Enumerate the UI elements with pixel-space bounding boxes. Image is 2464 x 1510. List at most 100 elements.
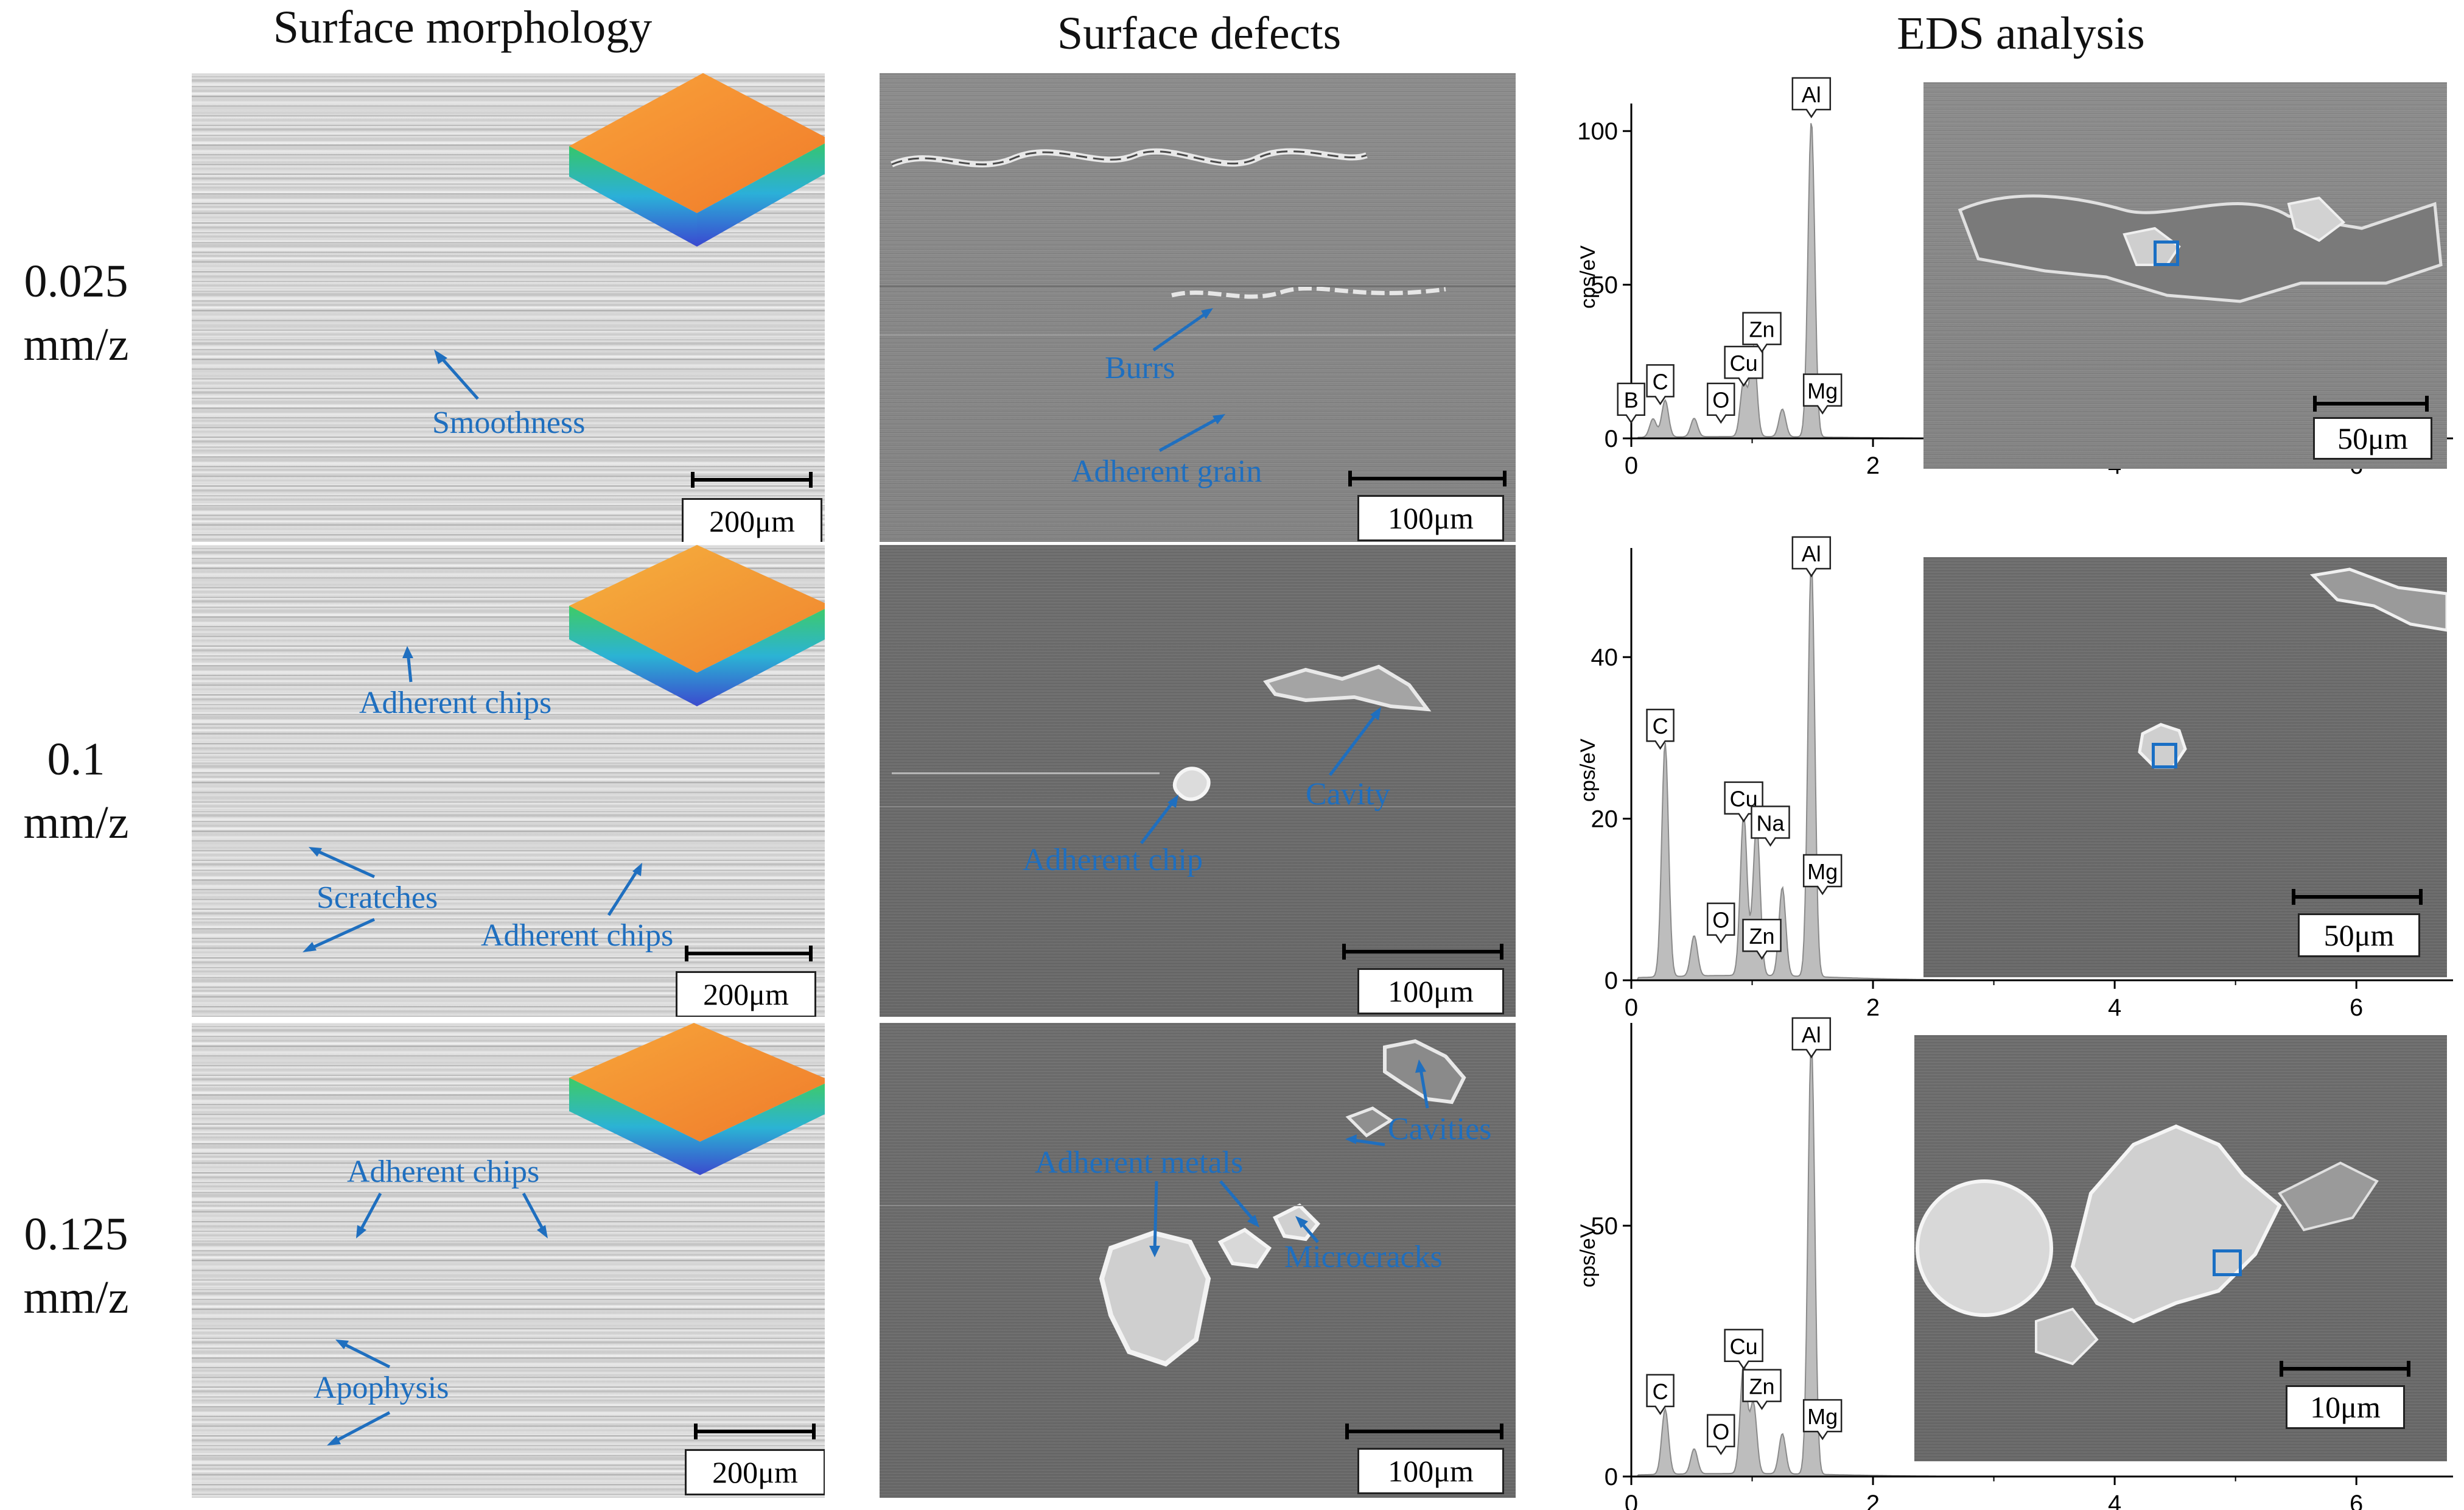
y-tick-label: 40 <box>1591 644 1619 671</box>
svg-text:Mg: Mg <box>1807 859 1838 884</box>
y-tick-label: 50 <box>1591 1213 1619 1240</box>
element-label-zn: Zn <box>1742 918 1782 960</box>
svg-text:Zn: Zn <box>1749 924 1775 949</box>
arrow-icon <box>1149 1059 1429 1257</box>
annotation-adherent-chips-2: Adherent chips <box>481 918 674 953</box>
y-axis-label: cps/eV <box>1577 739 1600 802</box>
feed-unit: mm/z <box>23 319 129 370</box>
x-tick-label: 0 <box>1625 452 1638 479</box>
3d-surface-thumbnail <box>569 1023 825 1175</box>
arrow-icon <box>434 349 479 400</box>
annotation-adherent-grain: Adherent grain <box>1071 454 1262 489</box>
morphology-panel-3: Adherent chips Apophysis 200μm <box>192 1023 825 1498</box>
element-label-zn: Zn <box>1742 312 1782 353</box>
svg-text:Mg: Mg <box>1807 1404 1838 1429</box>
scale-label: 200μm <box>676 971 816 1017</box>
defect-panel-2: Cavity Adherent chip 100μm <box>880 545 1516 1017</box>
scale-label: 50μm <box>2298 913 2420 957</box>
svg-text:C: C <box>1653 1379 1668 1404</box>
x-tick-label: 2 <box>1866 452 1880 479</box>
element-label-mg: Mg <box>1802 373 1843 415</box>
morphology-panel-1: Smoothness 200μm <box>192 73 825 542</box>
annotation-adherent-chips: Adherent chips <box>359 686 552 720</box>
3d-surface-thumbnail <box>569 73 825 247</box>
arrow-icon <box>327 1192 548 1445</box>
x-tick-label: 4 <box>2108 994 2121 1017</box>
scale-label: 100μm <box>1357 1448 1504 1494</box>
sem-features <box>880 148 1516 335</box>
scale-label: 50μm <box>2313 417 2432 460</box>
y-axis-label: cps/eV <box>1577 245 1600 309</box>
element-label-o: O <box>1706 382 1735 424</box>
x-tick-label: 0 <box>1625 994 1638 1017</box>
y-axis-label: cps/eV <box>1577 1224 1600 1287</box>
x-tick-label: 4 <box>2108 1491 2121 1510</box>
element-label-cu: Cu <box>1724 1329 1763 1371</box>
x-tick-label: 2 <box>1866 1491 1880 1510</box>
y-tick-label: 20 <box>1591 806 1619 833</box>
scale-label: 200μm <box>682 498 822 542</box>
sem-features <box>2138 567 2447 769</box>
svg-text:Cu: Cu <box>1730 1334 1758 1359</box>
element-label-b: B <box>1617 382 1645 424</box>
svg-text:B: B <box>1624 388 1639 413</box>
eds-inset-3: 10μm <box>1914 1035 2447 1461</box>
row-label-2: 0.1 mm/z <box>0 728 167 854</box>
row-label-3: 0.125 mm/z <box>0 1203 167 1329</box>
column-title-eds: EDS analysis <box>1897 8 2145 59</box>
element-label-c: C <box>1646 708 1675 750</box>
annotation-burrs: Burrs <box>1105 351 1175 385</box>
annotation-smoothness: Smoothness <box>432 406 586 440</box>
svg-text:Mg: Mg <box>1807 379 1838 404</box>
element-label-zn: Zn <box>1742 1369 1782 1410</box>
annotation-cavity: Cavity <box>1306 777 1390 812</box>
column-title-defects: Surface defects <box>1057 8 1342 59</box>
y-tick-label: 0 <box>1605 426 1618 452</box>
element-label-c: C <box>1646 1374 1675 1416</box>
sem-features <box>880 664 1516 807</box>
scale-label: 100μm <box>1357 495 1504 541</box>
eds-inset-2: 50μm <box>1923 557 2447 977</box>
element-label-na: Na <box>1751 806 1790 847</box>
element-label-o: O <box>1706 902 1735 944</box>
defect-panel-3: Cavities Adherent metals Microcracks 100… <box>880 1023 1516 1498</box>
annotation-adherent-metals: Adherent metals <box>1035 1145 1244 1180</box>
y-tick-label: 50 <box>1591 272 1619 299</box>
scale-label: 10μm <box>2286 1385 2405 1429</box>
y-tick-label: 100 <box>1577 118 1618 145</box>
x-tick-label: 6 <box>2350 1491 2363 1510</box>
eds-inset-1: 50μm <box>1923 82 2447 469</box>
element-label-al: Al <box>1791 1017 1832 1059</box>
feed-unit: mm/z <box>23 1272 129 1323</box>
sem-features <box>1916 1124 2379 1366</box>
scale-label: 200μm <box>685 1449 825 1495</box>
selection-marker <box>2213 1249 2242 1276</box>
element-label-mg: Mg <box>1802 1399 1843 1441</box>
scale-label: 100μm <box>1357 968 1504 1014</box>
sem-features <box>1958 194 2443 303</box>
annotation-scratches: Scratches <box>317 880 438 915</box>
arrow-icon <box>1140 707 1381 845</box>
annotation-adherent-chips: Adherent chips <box>347 1154 540 1189</box>
column-title-morphology: Surface morphology <box>273 2 653 53</box>
arrow-icon <box>1152 308 1225 452</box>
defect-panel-1: Burrs Adherent grain 100μm <box>880 73 1516 542</box>
element-label-o: O <box>1706 1414 1735 1456</box>
feed-value: 0.125 <box>24 1209 128 1260</box>
row-label-1: 0.025 mm/z <box>0 250 167 376</box>
annotation-adherent-chip: Adherent chip <box>1023 843 1203 877</box>
svg-text:Cu: Cu <box>1730 351 1758 376</box>
x-tick-label: 2 <box>1866 994 1880 1017</box>
svg-text:Al: Al <box>1802 82 1821 107</box>
element-label-mg: Mg <box>1802 854 1843 896</box>
selection-marker <box>2154 241 2179 266</box>
selection-marker <box>2152 743 2177 768</box>
svg-text:Zn: Zn <box>1749 1374 1775 1399</box>
arrow-icon <box>303 646 642 952</box>
x-tick-label: 0 <box>1625 1491 1638 1510</box>
svg-text:O: O <box>1712 388 1729 413</box>
svg-text:C: C <box>1653 369 1668 394</box>
